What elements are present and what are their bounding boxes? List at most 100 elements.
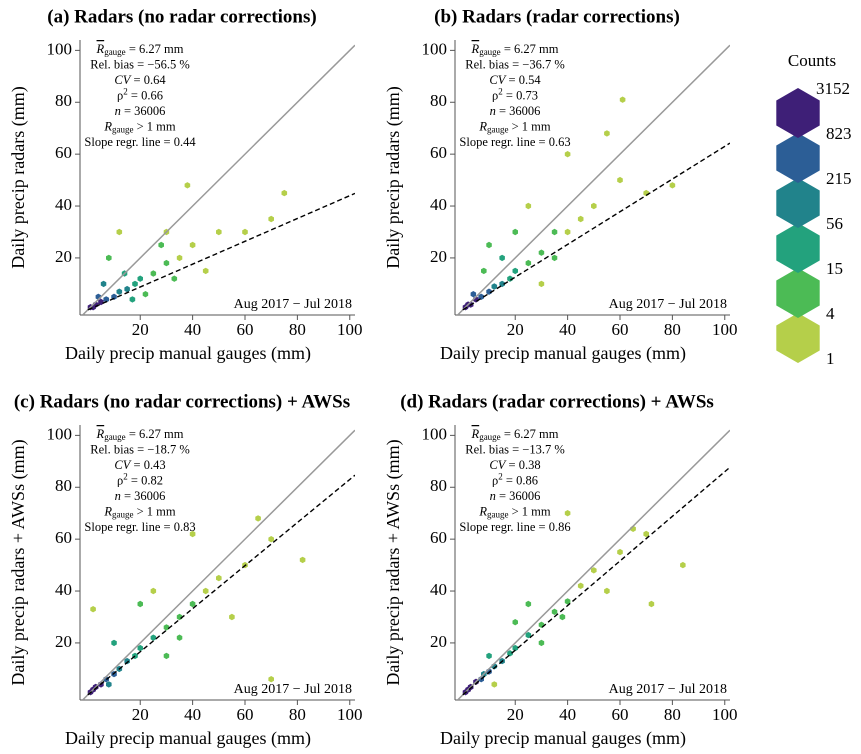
hexbins xyxy=(462,510,686,696)
regression-line xyxy=(462,466,730,696)
stat-part: CV xyxy=(489,458,506,472)
stat-part: gauge xyxy=(487,510,509,520)
y-tick-label: 40 xyxy=(55,195,72,214)
stat-line: Rgauge > 1 mm xyxy=(103,119,176,134)
hexbin xyxy=(268,676,274,683)
y-tick-label: 60 xyxy=(55,528,72,547)
stat-line: Rel. bias = −18.7 % xyxy=(90,442,190,456)
stat-part: > 1 mm xyxy=(134,504,176,518)
colorbar-label: 215 xyxy=(826,169,852,188)
stat-line: Rel. bias = −36.7 % xyxy=(465,57,565,71)
hexbin xyxy=(163,624,170,631)
hexbin xyxy=(111,639,117,647)
hexbin xyxy=(604,130,610,137)
stat-part: R xyxy=(96,42,105,56)
hexbin xyxy=(189,241,196,249)
hexbin xyxy=(551,254,558,262)
stat-part: gauge xyxy=(112,510,134,520)
x-axis-label: Daily precip manual gauges (mm) xyxy=(440,728,686,749)
hexbin xyxy=(669,182,676,189)
hexbin xyxy=(176,254,183,262)
x-tick-label: 40 xyxy=(184,320,201,339)
hexbin xyxy=(499,254,505,262)
stat-part: Rel. bias = −36.7 % xyxy=(465,57,565,71)
x-tick-label: 100 xyxy=(712,705,738,724)
hexbin xyxy=(680,561,686,569)
hexbin xyxy=(617,548,623,556)
stat-part: gauge xyxy=(487,125,509,135)
colorbar: Counts 1 4 15 56 215 823 3152 xyxy=(776,51,852,368)
one-to-one-line xyxy=(82,429,355,700)
hexbin xyxy=(491,283,498,290)
panel-title: (b) Radars (radar corrections) xyxy=(434,6,680,27)
stat-line: n = 36006 xyxy=(115,104,166,118)
hexbin xyxy=(577,215,584,223)
hexbin xyxy=(604,587,610,595)
stat-part: R xyxy=(103,504,112,518)
stat-part: gauge xyxy=(479,432,501,442)
panel: (d) Radars (radar corrections) + AWSs 20 4… xyxy=(383,391,737,749)
stat-line: Rgauge = 6.27 mm xyxy=(96,427,184,442)
hexbin xyxy=(255,515,261,522)
stat-part: ρ xyxy=(117,473,123,487)
x-tick-label: 100 xyxy=(337,705,363,724)
hexbins xyxy=(87,182,288,311)
one-to-one-line xyxy=(457,429,730,700)
colorbar-label: 4 xyxy=(826,304,835,323)
regression-line xyxy=(87,192,355,311)
x-tick-label: 20 xyxy=(507,320,524,339)
hexbin xyxy=(591,567,597,574)
stat-part: CV xyxy=(114,73,131,87)
hexbin xyxy=(538,249,545,256)
hexbin xyxy=(499,280,505,288)
hexbin xyxy=(564,598,571,605)
stat-part: = 36006 xyxy=(121,104,166,118)
hexbin xyxy=(242,228,248,236)
hexbin xyxy=(216,574,222,582)
hexbins xyxy=(87,515,306,696)
x-tick-label: 80 xyxy=(664,705,681,724)
x-tick-label: 80 xyxy=(664,320,681,339)
stat-part: R xyxy=(478,504,487,518)
stat-part: 2 xyxy=(498,87,503,97)
hexbin xyxy=(171,275,178,282)
stat-part: = 0.38 xyxy=(505,458,540,472)
y-axis-label: Daily precip radars (mm) xyxy=(8,86,29,268)
stat-line: ρ2 = 0.66 xyxy=(117,87,163,103)
stat-line: Rgauge = 6.27 mm xyxy=(471,427,559,442)
regression-line xyxy=(462,142,730,311)
stat-line: CV = 0.43 xyxy=(114,458,165,472)
panel-title: (a) Radars (no radar corrections) xyxy=(47,6,316,27)
hexbins xyxy=(462,96,676,311)
hexbin xyxy=(106,254,112,262)
stat-line: ρ2 = 0.82 xyxy=(117,472,163,488)
hexbin xyxy=(90,606,96,613)
x-axis-label: Daily precip manual gauges (mm) xyxy=(65,343,311,364)
hexbin xyxy=(268,536,274,543)
hexbin xyxy=(137,600,143,608)
hexbin xyxy=(538,280,545,288)
hexbin xyxy=(189,600,196,608)
stat-part: = 0.66 xyxy=(128,88,163,102)
period: Aug 2017 − Jul 2018 xyxy=(234,297,352,312)
x-tick-label: 20 xyxy=(507,705,524,724)
x-tick-label: 60 xyxy=(612,320,629,339)
y-axis-label: Daily precip radars (mm) xyxy=(383,86,404,268)
hexbin xyxy=(478,293,484,300)
y-tick-label: 80 xyxy=(55,91,72,110)
stat-line: Slope regr. line = 0.63 xyxy=(459,135,570,149)
hexbin xyxy=(619,96,626,103)
hexbin xyxy=(507,650,513,657)
stat-part: gauge xyxy=(104,432,126,442)
colorbar-title: Counts xyxy=(788,51,836,70)
slope-label: Slope regr. line = xyxy=(84,135,173,149)
hexbin xyxy=(184,182,191,189)
hexbin xyxy=(202,267,209,275)
stat-part: R xyxy=(103,119,112,133)
stat-line: Rgauge > 1 mm xyxy=(478,119,551,134)
stat-part: n xyxy=(115,104,121,118)
stat-part: > 1 mm xyxy=(509,119,551,133)
colorbar-label: 3152 xyxy=(816,79,850,98)
y-tick-label: 100 xyxy=(422,424,448,443)
stat-part: = 36006 xyxy=(496,104,541,118)
